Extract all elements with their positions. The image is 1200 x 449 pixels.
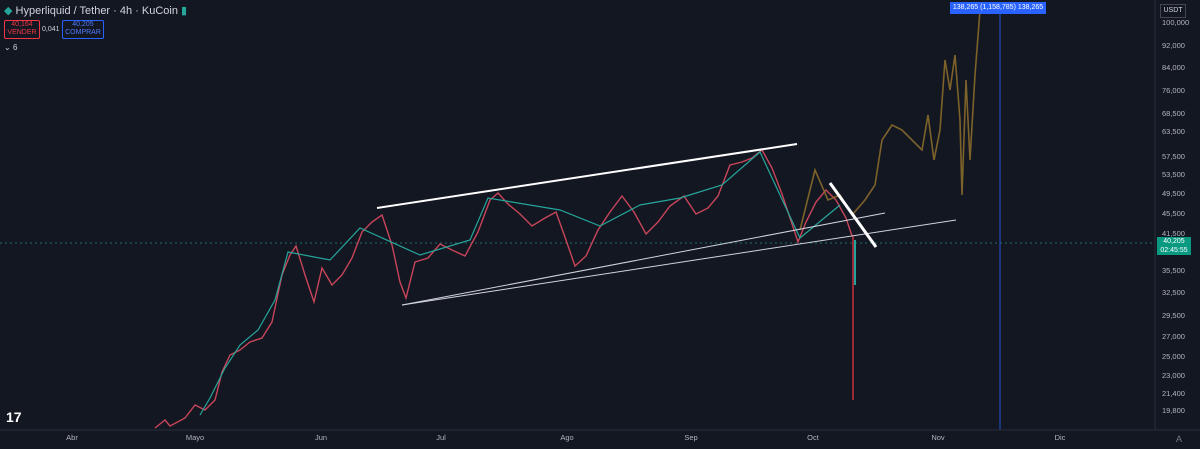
- price-label: 49,500: [1162, 189, 1185, 198]
- trend-line: [401, 219, 957, 306]
- symbol: Hyperliquid / Tether · 4h · KuCoin: [15, 5, 178, 17]
- auto-scale[interactable]: A: [1176, 434, 1182, 444]
- time-label: Jul: [436, 433, 446, 442]
- price-label: 35,500: [1162, 266, 1185, 275]
- price-label: 41,500: [1162, 229, 1185, 238]
- price-label: 32,500: [1162, 288, 1185, 297]
- price-trace-up: [199, 151, 841, 416]
- trend-line: [376, 143, 798, 209]
- current-price-badge: 40,205 02:45:55: [1157, 237, 1191, 255]
- sell-label: VENDER: [7, 29, 37, 36]
- symbol-title[interactable]: ◆ Hyperliquid / Tether · 4h · KuCoin ▮: [4, 5, 188, 17]
- price-label: 19,800: [1162, 406, 1185, 415]
- indicators-toggle[interactable]: ⌄ 6: [4, 43, 18, 52]
- price-label: 23,000: [1162, 371, 1185, 380]
- price-label: 63,500: [1162, 127, 1185, 136]
- price-label: 100,000: [1162, 18, 1189, 27]
- time-label: Ago: [560, 433, 573, 442]
- indicator-count: 6: [12, 43, 18, 52]
- price-label: 76,000: [1162, 86, 1185, 95]
- currency-selector[interactable]: USDT: [1160, 4, 1186, 18]
- countdown: 02:45:55: [1160, 247, 1188, 254]
- price-label: 68,500: [1162, 109, 1185, 118]
- price-label: 84,000: [1162, 63, 1185, 72]
- trend-line: [828, 182, 878, 248]
- crosshair-badge: 138,265 (1,158,785) 138,265: [950, 2, 1046, 14]
- buy-price: 40,205: [72, 21, 94, 28]
- trend-line: [401, 212, 886, 306]
- time-label: Sep: [684, 433, 697, 442]
- price-label: 45,500: [1162, 209, 1185, 218]
- price-label: 25,000: [1162, 352, 1185, 361]
- projection-trace: [799, 9, 981, 231]
- buy-label: COMPRAR: [65, 29, 101, 36]
- sell-button[interactable]: 40,164 VENDER: [4, 20, 40, 39]
- price-label: 57,500: [1162, 152, 1185, 161]
- logo: 17: [6, 409, 22, 425]
- time-label: Jun: [315, 433, 327, 442]
- price-label: 27,000: [1162, 332, 1185, 341]
- price-axis: 100,000 92,000 84,000 76,000 68,500 63,500 57,…: [1162, 18, 1189, 415]
- time-label: Mayo: [186, 433, 204, 442]
- price-trace: [154, 148, 853, 429]
- sell-price: 40,164: [11, 21, 33, 28]
- time-label: Oct: [807, 433, 820, 442]
- current-price: 40,205: [1163, 238, 1185, 245]
- price-label: 21,400: [1162, 389, 1185, 398]
- price-label: 29,500: [1162, 311, 1185, 320]
- time-label: Dic: [1055, 433, 1066, 442]
- spread: 0,041: [42, 26, 60, 33]
- buy-button[interactable]: 40,205 COMPRAR: [62, 20, 104, 39]
- time-label: Nov: [931, 433, 945, 442]
- price-label: 53,500: [1162, 170, 1185, 179]
- time-label: Abr: [66, 433, 78, 442]
- time-axis: Abr Mayo Jun Jul Ago Sep Oct Nov Dic: [66, 433, 1065, 442]
- price-label: 92,000: [1162, 41, 1185, 50]
